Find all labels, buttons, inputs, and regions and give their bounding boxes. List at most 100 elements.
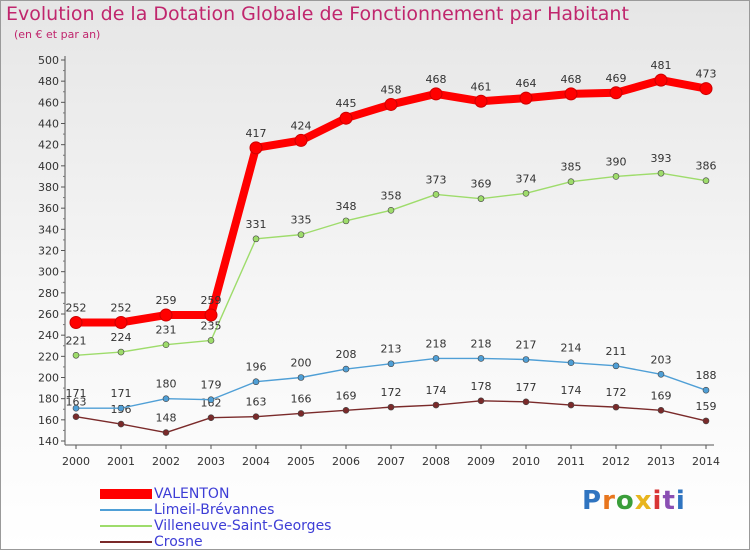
data-point — [522, 398, 530, 406]
y-tick-label: 500 — [38, 54, 59, 67]
data-point — [297, 374, 305, 381]
data-point — [522, 356, 530, 363]
data-label: 259 — [201, 294, 222, 307]
y-tick-label: 360 — [38, 202, 59, 215]
x-tick-label: 2006 — [332, 455, 360, 468]
data-point — [432, 401, 440, 409]
data-point — [567, 359, 575, 366]
data-point — [657, 169, 665, 177]
data-label: 218 — [471, 337, 492, 350]
legend-swatch — [100, 489, 152, 499]
data-label: 348 — [336, 200, 357, 213]
data-point — [207, 414, 215, 422]
y-tick-label: 180 — [38, 393, 59, 406]
data-label: 211 — [606, 345, 627, 358]
x-tick-label: 2005 — [287, 455, 315, 468]
data-point — [432, 355, 440, 362]
data-point — [297, 410, 305, 417]
data-point — [342, 217, 350, 225]
data-label: 259 — [156, 294, 177, 307]
data-label: 172 — [381, 386, 402, 399]
data-point — [159, 308, 173, 322]
data-point — [702, 177, 710, 184]
y-tick-label: 160 — [38, 414, 59, 427]
data-label: 385 — [561, 161, 582, 174]
legend-label: Crosne — [154, 534, 203, 550]
y-tick-label: 220 — [38, 350, 59, 363]
data-point — [702, 417, 710, 425]
data-label: 163 — [66, 396, 87, 409]
legend-label: VALENTON — [154, 486, 230, 502]
legend-swatch — [100, 541, 152, 543]
data-label: 174 — [426, 384, 447, 397]
data-label: 159 — [696, 400, 717, 413]
data-point — [249, 141, 263, 155]
x-tick-label: 2013 — [647, 455, 675, 468]
data-point — [654, 73, 668, 87]
data-label: 469 — [606, 72, 627, 85]
proxiti-logo: Proxiti — [582, 486, 686, 516]
data-label: 163 — [246, 396, 267, 409]
data-label: 172 — [606, 386, 627, 399]
data-point — [252, 378, 260, 386]
data-point — [609, 86, 623, 100]
data-point — [612, 403, 620, 411]
data-label: 214 — [561, 342, 582, 355]
x-tick-label: 2002 — [152, 455, 180, 468]
data-label: 217 — [516, 339, 537, 352]
data-point — [657, 407, 665, 414]
data-point — [429, 87, 443, 101]
y-tick-label: 480 — [38, 75, 59, 88]
data-point — [162, 429, 170, 436]
data-label: 331 — [246, 218, 267, 231]
data-point — [564, 87, 578, 101]
data-point — [204, 308, 218, 322]
data-point — [207, 337, 215, 344]
data-point — [477, 355, 485, 362]
data-label: 171 — [111, 387, 132, 400]
y-tick-label: 420 — [38, 139, 59, 152]
data-point — [117, 404, 125, 412]
y-tick-label: 320 — [38, 245, 59, 258]
data-label: 224 — [111, 331, 132, 344]
data-point — [384, 97, 398, 111]
data-point — [699, 82, 713, 96]
data-point — [387, 360, 395, 368]
chart-title: Evolution de la Dotation Globale de Fonc… — [6, 3, 629, 25]
data-label: 200 — [291, 357, 312, 370]
data-point — [117, 420, 125, 428]
legend-swatch — [100, 509, 152, 511]
data-point — [162, 395, 170, 402]
data-label: 358 — [381, 189, 402, 202]
data-label: 464 — [516, 77, 537, 90]
x-tick-label: 2007 — [377, 455, 405, 468]
data-label: 169 — [336, 389, 357, 402]
data-point — [567, 178, 575, 186]
data-label: 180 — [156, 378, 177, 391]
x-tick-label: 2001 — [107, 455, 135, 468]
data-label: 252 — [66, 301, 87, 314]
data-label: 203 — [651, 353, 672, 366]
data-label: 335 — [291, 214, 312, 227]
data-point — [252, 235, 260, 243]
data-point — [432, 191, 440, 198]
y-tick-label: 300 — [38, 266, 59, 279]
data-point — [477, 397, 485, 405]
data-point — [207, 396, 215, 404]
y-tick-label: 460 — [38, 96, 59, 109]
data-label: 148 — [156, 412, 177, 425]
data-point — [702, 386, 710, 394]
legend-swatch — [100, 525, 152, 527]
data-label: 417 — [246, 127, 267, 140]
y-tick-label: 260 — [38, 308, 59, 321]
data-point — [342, 407, 350, 414]
data-point — [612, 173, 620, 180]
data-point — [387, 206, 395, 214]
data-point — [477, 195, 485, 202]
data-point — [252, 413, 260, 420]
data-label: 374 — [516, 172, 537, 185]
data-label: 461 — [471, 80, 492, 93]
y-tick-label: 380 — [38, 181, 59, 194]
y-tick-label: 340 — [38, 223, 59, 236]
data-label: 208 — [336, 348, 357, 361]
